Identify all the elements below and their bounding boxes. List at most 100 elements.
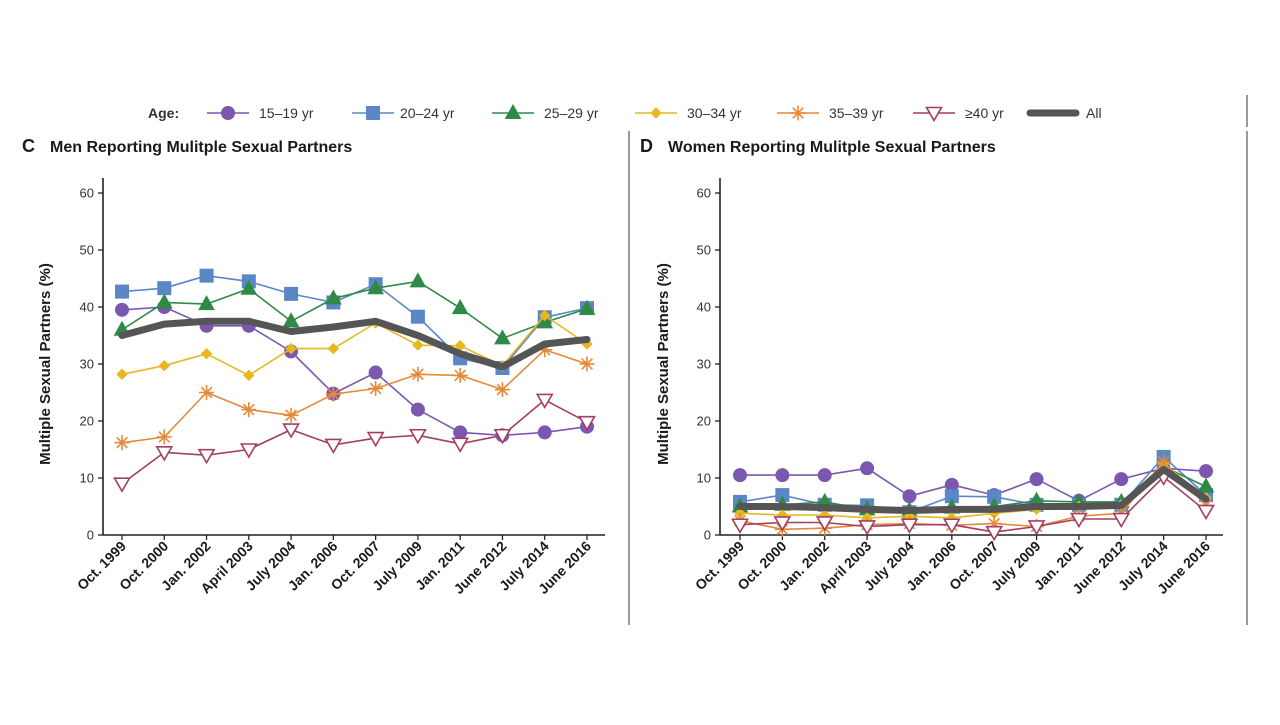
data-point-a30 xyxy=(200,348,213,360)
series-line-a40 xyxy=(739,476,1207,533)
legend-text-a40: ≥40 yr xyxy=(965,105,1004,121)
data-point-a25 xyxy=(282,312,300,328)
y-tick-label: 50 xyxy=(697,243,711,258)
y-tick-label: 40 xyxy=(697,300,711,315)
legend-text-a35: 35–39 yr xyxy=(829,105,884,121)
y-tick-label: 60 xyxy=(80,186,94,201)
data-point-a40 xyxy=(324,438,343,455)
data-point-a35 xyxy=(199,385,215,400)
data-point-a30 xyxy=(327,342,340,355)
data-point-a35 xyxy=(283,407,299,423)
y-axis-label: Multiple Sexual Partners (%) xyxy=(37,263,54,465)
data-point-a20 xyxy=(284,286,299,301)
y-tick-label: 30 xyxy=(697,357,711,372)
data-point-a40 xyxy=(197,448,216,465)
data-point-a30 xyxy=(539,309,551,322)
data-point-a35 xyxy=(368,381,384,397)
legend-text-a30: 30–34 yr xyxy=(687,105,742,121)
legend-item-a30: 30–34 yr xyxy=(635,105,742,121)
series-line-a35 xyxy=(121,348,588,444)
data-point-a40 xyxy=(900,518,919,534)
panel-c: C Men Reporting Mulitple Sexual Partners xyxy=(22,136,352,156)
legend-text-a25: 25–29 yr xyxy=(544,105,599,121)
legend-item-a25: 25–29 yr xyxy=(492,103,599,121)
data-point-a15 xyxy=(1029,472,1044,487)
data-point-a40 xyxy=(493,428,512,445)
data-point-a35 xyxy=(410,366,426,382)
y-tick-label: 30 xyxy=(80,357,94,372)
data-point-a40 xyxy=(773,516,792,532)
series-a35 xyxy=(114,342,595,451)
series-line-all xyxy=(736,465,1210,514)
data-point-a40 xyxy=(282,423,300,439)
data-point-a40 xyxy=(535,393,554,410)
data-point-a35 xyxy=(156,429,172,445)
y-tick-label: 0 xyxy=(87,528,94,543)
legend-text-a15: 15–19 yr xyxy=(259,105,314,121)
data-point-a20 xyxy=(199,268,214,283)
data-point-a30 xyxy=(412,339,424,351)
series-all xyxy=(118,317,591,371)
data-point-a40 xyxy=(578,415,596,432)
data-point-a40 xyxy=(815,516,834,532)
legend-text-a20: 20–24 yr xyxy=(400,105,455,121)
legend-title: Age: xyxy=(148,105,179,121)
data-point-a40 xyxy=(985,525,1004,542)
data-point-a25 xyxy=(409,272,427,288)
legend-marker-a30 xyxy=(650,107,662,119)
data-point-a15 xyxy=(860,461,875,476)
legend-item-a15: 15–19 yr xyxy=(207,105,314,121)
data-point-a30 xyxy=(116,368,128,380)
data-point-a35 xyxy=(579,356,595,372)
series-a40 xyxy=(113,393,596,493)
y-tick-label: 0 xyxy=(704,528,711,543)
data-point-a25 xyxy=(451,299,469,315)
y-tick-label: 10 xyxy=(697,471,711,486)
plot-d: 0 10 20 30 40 50 60 Multiple Sexual Partners (%… xyxy=(655,178,1223,597)
data-point-a25 xyxy=(155,293,173,309)
data-point-a30 xyxy=(243,369,255,382)
data-point-a40 xyxy=(113,477,131,493)
data-point-a40 xyxy=(731,518,749,534)
data-point-a40 xyxy=(1112,512,1131,529)
data-point-a15 xyxy=(537,425,552,440)
panel-d-title: Women Reporting Mulitple Sexual Partners xyxy=(668,139,996,156)
legend-item-a20: 20–24 yr xyxy=(352,105,455,121)
panel-c-letter: C xyxy=(22,136,35,156)
y-tick-label: 50 xyxy=(80,243,94,258)
data-point-a25 xyxy=(1197,477,1215,493)
data-point-a20 xyxy=(157,281,172,296)
data-point-a35 xyxy=(1156,454,1172,470)
data-point-a40 xyxy=(1197,504,1215,521)
data-point-a35 xyxy=(452,367,468,383)
legend-marker-a15 xyxy=(221,106,235,120)
data-point-a15 xyxy=(733,468,747,483)
legend-marker-a20 xyxy=(366,106,380,120)
data-point-a15 xyxy=(817,468,832,483)
legend-marker-a35 xyxy=(790,105,806,121)
data-point-a35 xyxy=(494,382,510,398)
data-point-a35 xyxy=(241,402,257,418)
data-point-a15 xyxy=(902,489,917,504)
y-tick-label: 20 xyxy=(697,414,711,429)
data-point-a25 xyxy=(240,279,258,295)
panel-c-title: Men Reporting Mulitple Sexual Partners xyxy=(50,139,352,156)
data-point-a30 xyxy=(158,360,170,372)
data-point-a15 xyxy=(453,425,468,440)
data-point-a40 xyxy=(366,431,385,448)
data-point-a30 xyxy=(285,342,297,355)
series-line-a40 xyxy=(121,399,588,485)
series-line-a30 xyxy=(121,314,588,377)
legend: Age: 15–19 yr 20–24 yr 25–29 yr 30–34 yr 35–… xyxy=(148,103,1102,123)
data-point-a25 xyxy=(198,295,215,311)
legend-marker-a25 xyxy=(504,103,522,119)
data-point-a40 xyxy=(409,428,427,445)
panel-d: D Women Reporting Mulitple Sexual Partne… xyxy=(640,136,996,156)
data-point-a20 xyxy=(115,284,129,299)
y-tick-label: 10 xyxy=(80,471,94,486)
data-point-a40 xyxy=(451,437,470,453)
legend-text-all: All xyxy=(1086,105,1102,121)
data-point-a40 xyxy=(942,518,961,534)
y-tick-label: 60 xyxy=(697,186,711,201)
